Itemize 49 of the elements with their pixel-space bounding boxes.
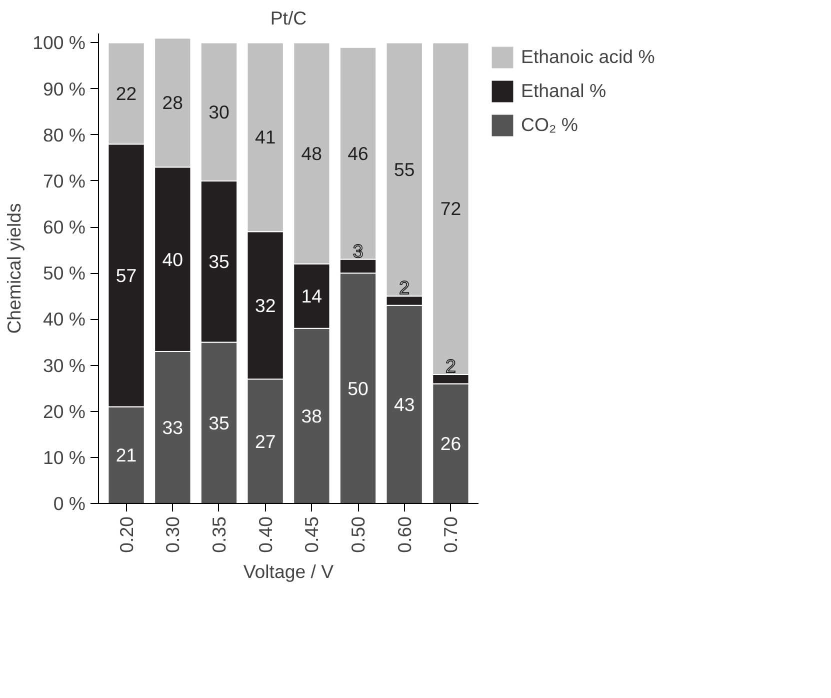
data-label: 50 — [348, 378, 368, 399]
data-label: 30 — [208, 101, 230, 122]
x-tick-label: 0.60 — [394, 516, 415, 553]
data-label: 33 — [162, 416, 184, 438]
x-tick-label: 0.35 — [208, 516, 230, 553]
data-label: 57 — [116, 264, 137, 286]
data-label: 26 — [440, 433, 462, 454]
data-label: 41 — [254, 126, 276, 148]
y-tick-label: 0 % — [53, 493, 86, 514]
data-label: 55 — [394, 158, 415, 180]
y-tick-label: 90 % — [42, 78, 86, 100]
data-label: 21 — [116, 444, 137, 466]
data-label: 40 — [162, 248, 184, 270]
data-label: 35 — [208, 251, 230, 272]
data-label: 38 — [301, 405, 322, 426]
y-tick-label: 60 % — [42, 216, 86, 238]
chart-title: Pt/C — [270, 8, 307, 28]
y-tick-label: 80 % — [42, 124, 86, 146]
data-label: 32 — [254, 294, 276, 316]
x-tick-label: 0.40 — [254, 516, 276, 553]
x-tick-label: 0.45 — [301, 516, 322, 553]
x-tick-label: 0.20 — [116, 516, 137, 553]
y-tick-label: 10 % — [42, 446, 86, 468]
data-label: 27 — [254, 430, 276, 452]
y-tick-label: 20 % — [42, 400, 86, 422]
x-axis-title: Voltage / V — [243, 560, 334, 582]
y-tick-label: 30 % — [42, 354, 86, 376]
x-tick-label: 0.70 — [440, 516, 462, 553]
data-label: 3 — [352, 240, 364, 262]
y-axis-title: Chemical yields — [4, 203, 25, 334]
y-tick-label: 70 % — [42, 170, 86, 192]
y-tick-label: 40 % — [42, 308, 86, 330]
data-label: 14 — [301, 286, 322, 307]
data-label: 35 — [208, 412, 230, 434]
legend-label: Ethanal % — [521, 80, 606, 102]
legend-label: CO₂ % — [521, 114, 578, 136]
data-label: 43 — [394, 394, 415, 415]
legend-label: Ethanoic acid % — [521, 46, 655, 68]
data-label: 2 — [399, 277, 410, 298]
data-label: 22 — [116, 82, 137, 104]
data-label: 72 — [440, 198, 462, 220]
data-label: 28 — [162, 92, 184, 114]
data-label: 48 — [301, 142, 322, 164]
x-tick-label: 0.50 — [348, 516, 369, 553]
data-label: 2 — [446, 355, 456, 376]
data-label: 46 — [348, 142, 368, 164]
x-tick-label: 0.30 — [162, 516, 184, 553]
y-tick-label: 50 % — [42, 262, 86, 284]
y-tick-label: 100 % — [32, 32, 86, 54]
